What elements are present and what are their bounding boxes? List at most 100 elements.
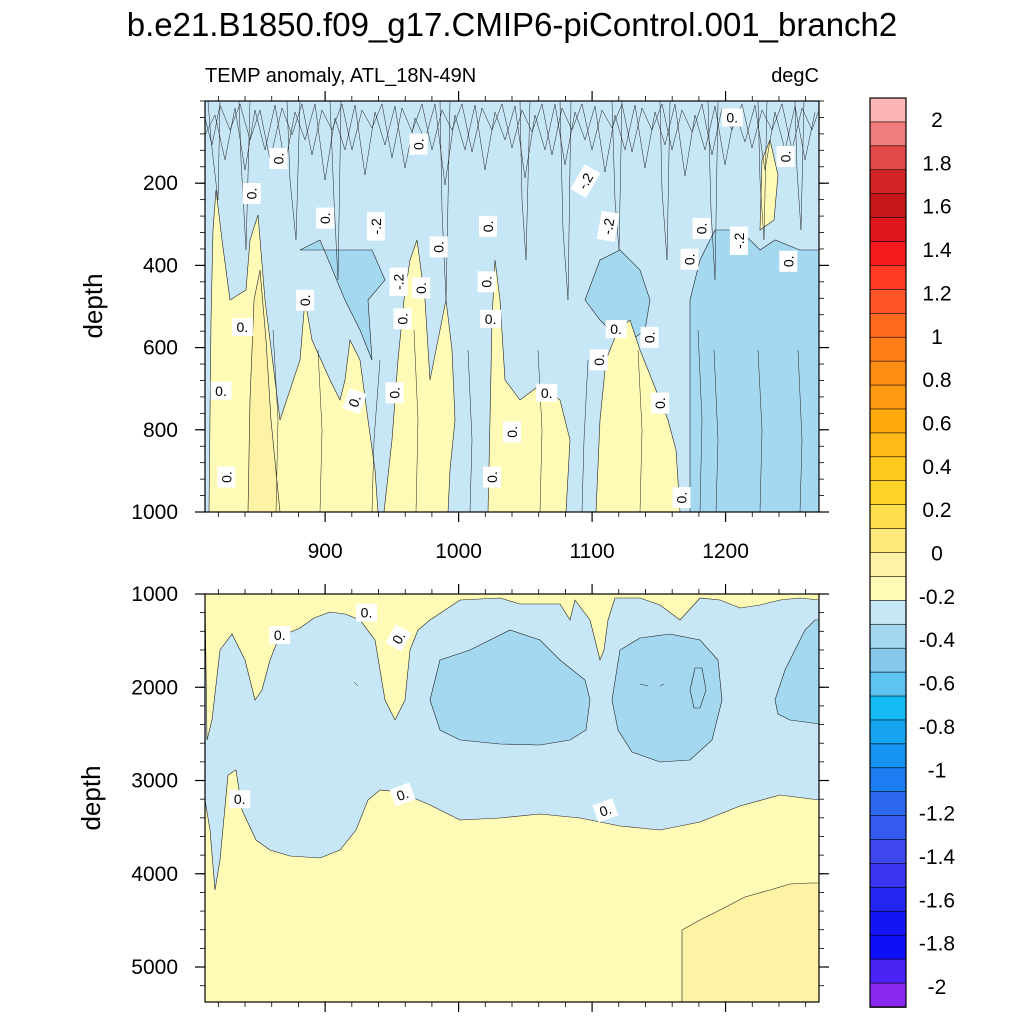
contour-label-text: -.2 [599,217,618,236]
contour-label-text: 0. [317,212,333,224]
contour-label: 0. [385,624,412,652]
top-deep-vertical-lines [272,329,803,512]
contour-label-text: 0. [504,426,520,438]
contour-label-box [229,790,251,809]
colorbar-swatch [869,958,907,984]
colorbar-swatch [869,552,907,578]
colorbar-swatch [869,193,907,219]
top-mid-blue-region-right [689,229,819,512]
top-yellow-region-darker [247,269,281,512]
colorbar-swatch [869,289,907,315]
contour-label: 0. [480,309,502,328]
contour-label-text: 0. [674,492,690,504]
colorbar-label: -0.6 [919,673,955,696]
colorbar-label: 0.2 [922,499,951,522]
contour-label: 0. [412,277,431,299]
y-tick-label: 1000 [131,501,178,524]
colorbar-label: 0.6 [922,412,951,435]
colorbar-swatch [869,360,907,386]
contour-label-text: -.2 [574,170,596,192]
colorbar-swatch [869,169,907,195]
contour-label-text: 0. [694,223,710,235]
y-tick-label: 600 [143,337,178,360]
top-y-ticks: 200 400 600 800 1000 [131,100,829,524]
contour-label-box [776,145,795,167]
contour-label-box [605,320,627,339]
contour-label: 0. [779,250,798,272]
contour-label: 0. [296,289,315,311]
colorbar-frame [869,97,907,1008]
contour-label-box [651,392,670,414]
contour-label-text: 0. [395,313,411,325]
contour-label-box [640,326,659,348]
contour-label-text: 0. [726,109,738,125]
contour-label-text: 0. [234,791,246,807]
top-contour-labels: 0. 0. 0. 0. -.2 0. 0. -.2 0. -.2 0. -.2 0. 0. 0. -.2 0. 0… [210,108,798,509]
top-ylabel: depth [78,273,108,338]
chart-title: b.e21.B1850.f09_g17.CMIP6-piControl.001_… [127,6,898,43]
contour-label-box [393,308,412,330]
contour-label-box [389,267,408,297]
contour-label-box [269,148,288,170]
contour-label: 0. [409,133,428,155]
top-yellow-region-narrow [383,239,456,512]
contour-label-box [231,318,253,337]
contour-label: 0. [429,236,448,258]
panel-subtitle-right: degC [771,65,819,87]
contour-label-box [385,382,404,404]
y-tick-label: 400 [143,254,178,277]
colorbar-swatch [869,815,907,841]
y-tick-label: 5000 [131,956,178,979]
contour-label-text: 0. [218,471,234,483]
contour-label-box [385,624,412,652]
colorbar-swatch [869,145,907,171]
contour-label-box [356,603,378,622]
colorbar-swatch [869,456,907,482]
colorbar-label: -1.6 [919,889,955,912]
y-tick-label: 2000 [131,676,178,699]
contour-label-text: 0. [480,221,496,233]
contour-label: 0. [385,382,404,404]
bottom-mid-blue-pocket-2 [611,633,723,763]
contour-label-box [269,626,291,645]
contour-label-text: -.2 [391,273,407,290]
colorbar-swatch [869,647,907,673]
contour-label-box [477,271,496,293]
top-yellow-region-center [487,259,571,512]
contour-label: 0. [680,248,699,270]
bottom-panel: 1000 2000 3000 4000 5000 0. 0. 0. 0. 0. 0. depth [76,583,829,1012]
contour-label-box [366,212,385,241]
top-contour-field [205,101,819,512]
contour-label: 0. [721,108,743,127]
contour-label-box [570,164,601,198]
contour-label: 0. [316,207,335,229]
contour-label-box [692,217,711,239]
contour-label: -.2 [596,210,620,242]
colorbar-label: -0.8 [919,716,955,739]
bottom-yellow-near-surface-left [205,594,819,741]
colorbar-label: 1.6 [922,196,951,219]
colorbar-swatch [869,791,907,817]
colorbar-swatch [869,336,907,362]
contour-label: 0. [231,318,253,337]
bottom-small-contours [353,681,665,687]
bottom-mid-blue-pocket-1 [429,629,591,746]
contour-label-text: 0. [270,153,286,165]
colorbar-swatch [869,504,907,530]
contour-label-text: 0. [485,311,497,327]
colorbar-label: 1.2 [922,282,951,305]
contour-label-text: 0. [411,138,427,150]
colorbar-label: 1 [931,326,943,349]
colorbar-label: 2 [931,109,943,132]
bottom-x-ticks [217,584,807,1012]
contour-label-text: -.2 [731,232,747,249]
colorbar-swatch [869,384,907,410]
contour-label-text: 0. [237,319,249,335]
contour-label-text: 0. [297,294,313,306]
contour-label-text: 0. [610,321,622,337]
contour-label: 0. [692,217,711,239]
contour-label: 0. [651,392,670,414]
contour-label-text: 0. [387,387,403,399]
contour-label: 0. [342,388,367,414]
y-tick-label: 800 [143,419,178,442]
